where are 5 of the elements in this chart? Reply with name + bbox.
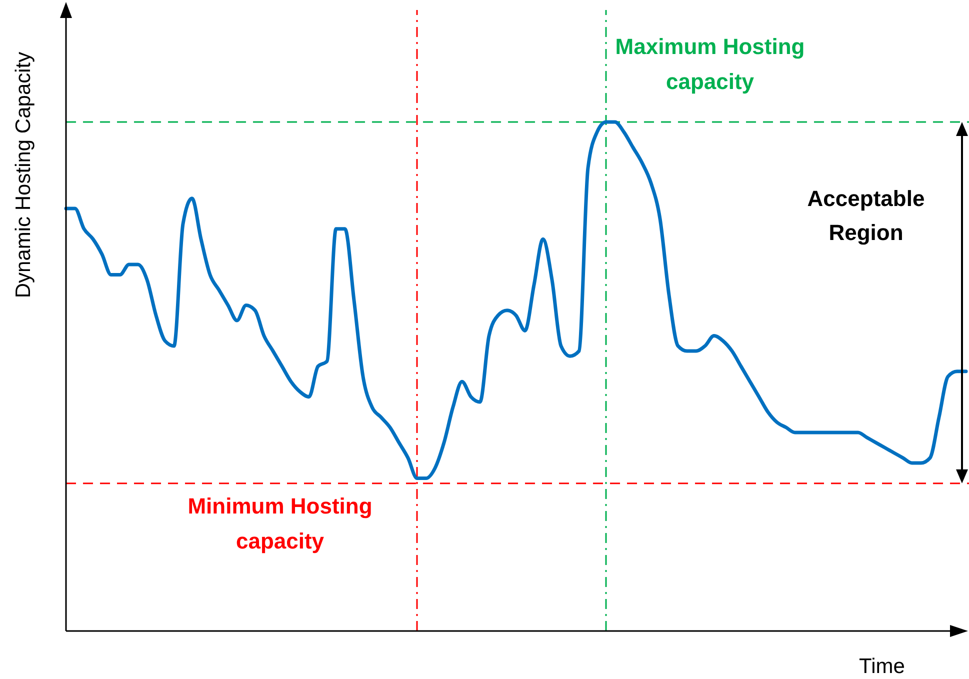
x-axis-title: Time <box>859 655 905 678</box>
ref-line-label: Maximum Hosting capacity <box>615 34 805 94</box>
ref-line-label: Minimum Hosting capacity <box>188 493 372 554</box>
annotation: Acceptable Region <box>807 186 925 245</box>
y-axis-title: Dynamic Hosting Capacity <box>12 51 35 298</box>
